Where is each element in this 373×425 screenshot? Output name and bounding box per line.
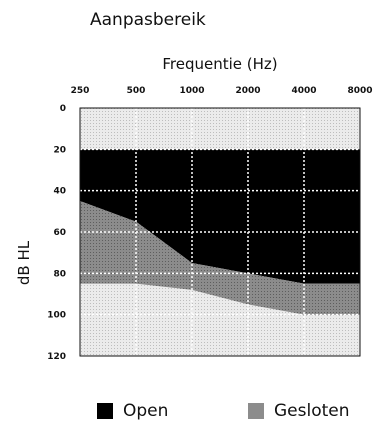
y-tick-label: 120 [47, 352, 66, 362]
x-tick-label: 4000 [291, 86, 316, 96]
x-tick-labels: 250 500 1000 2000 4000 8000 [71, 86, 373, 96]
chart-title: Aanpasbereik [90, 10, 206, 30]
legend-label-open: Open [123, 401, 169, 421]
y-tick-label: 80 [53, 269, 66, 279]
x-tick-label: 2000 [235, 86, 260, 96]
legend-item-open: Open [97, 400, 168, 422]
y-tick-labels: 0 20 40 60 80 100 120 [47, 104, 66, 362]
x-axis-title: Frequentie (Hz) [162, 55, 278, 73]
series-area-open [80, 149, 360, 284]
legend-item-gesloten: Gesloten [248, 400, 350, 422]
x-tick-label: 1000 [179, 86, 204, 96]
y-tick-label: 100 [47, 311, 66, 321]
y-tick-label: 60 [53, 228, 66, 238]
x-tick-label: 8000 [347, 86, 372, 96]
legend-label-gesloten: Gesloten [274, 401, 350, 421]
y-tick-label: 20 [53, 145, 66, 155]
y-tick-label: 40 [53, 187, 66, 197]
plot-frame [79, 107, 361, 357]
legend-swatch-gesloten [248, 403, 264, 419]
x-tick-label: 500 [127, 86, 146, 96]
x-tick-label: 250 [71, 86, 90, 96]
grid-lines [80, 108, 360, 356]
series-area-gesloten [80, 201, 360, 315]
y-tick-label: 0 [60, 104, 66, 114]
series-areas [80, 149, 360, 315]
legend-swatch-open [97, 403, 113, 419]
